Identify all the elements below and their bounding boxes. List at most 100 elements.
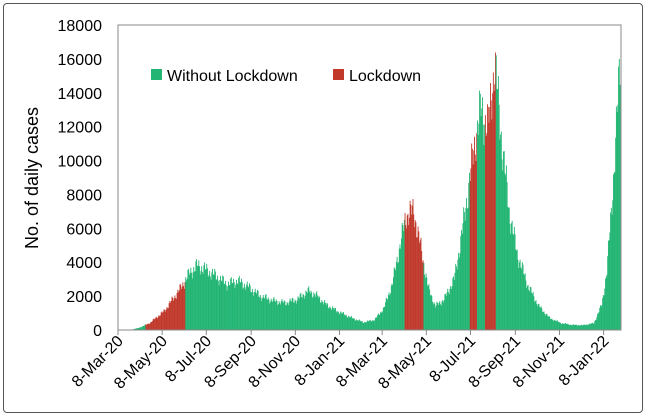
lockdown-bar: [414, 220, 416, 330]
without-lockdown-bar: [449, 288, 451, 330]
without-lockdown-bar: [395, 261, 397, 330]
lockdown-bar: [416, 237, 418, 330]
lockdown-bar: [409, 200, 411, 330]
lockdown-bar: [182, 282, 184, 330]
without-lockdown-bar: [340, 312, 342, 330]
without-lockdown-bar: [311, 297, 313, 330]
without-lockdown-bar: [529, 286, 531, 330]
without-lockdown-bar: [259, 297, 261, 330]
without-lockdown-bar: [453, 276, 454, 330]
lockdown-bar: [474, 154, 476, 330]
without-lockdown-bar: [518, 268, 520, 330]
without-lockdown-bar: [448, 294, 450, 330]
without-lockdown-bar: [320, 302, 322, 330]
without-lockdown-bar: [461, 233, 463, 330]
without-lockdown-bar: [191, 272, 192, 330]
without-lockdown-bar: [327, 307, 329, 330]
without-lockdown-bar: [428, 283, 430, 330]
without-lockdown-bar: [223, 283, 225, 330]
without-lockdown-bar: [605, 278, 606, 330]
without-lockdown-bar: [321, 300, 323, 330]
without-lockdown-bar: [366, 321, 368, 330]
lockdown-bar: [159, 315, 161, 330]
without-lockdown-bar: [281, 298, 283, 330]
without-lockdown-bar: [602, 297, 604, 330]
lockdown-bar: [494, 84, 496, 330]
without-lockdown-bar: [234, 288, 236, 330]
without-lockdown-bar: [335, 307, 337, 330]
without-lockdown-bar: [612, 200, 614, 330]
without-lockdown-bar: [480, 116, 482, 331]
without-lockdown-bar: [587, 325, 589, 330]
without-lockdown-bar: [294, 299, 296, 330]
without-lockdown-bar: [509, 223, 511, 330]
without-lockdown-bar: [476, 120, 478, 330]
without-lockdown-bar: [362, 322, 364, 330]
without-lockdown-bar: [431, 295, 433, 330]
without-lockdown-bar: [356, 319, 358, 330]
without-lockdown-bar: [425, 273, 427, 330]
without-lockdown-bar: [403, 231, 405, 330]
without-lockdown-bar: [334, 307, 336, 330]
without-lockdown-bar: [571, 325, 573, 330]
without-lockdown-bar: [313, 292, 315, 330]
without-lockdown-bar: [275, 301, 276, 330]
without-lockdown-bar: [370, 321, 372, 330]
without-lockdown-bar: [204, 262, 206, 330]
without-lockdown-bar: [290, 300, 292, 330]
without-lockdown-bar: [227, 286, 229, 330]
without-lockdown-bar: [371, 321, 373, 330]
without-lockdown-bar: [199, 266, 200, 330]
without-lockdown-bar: [324, 299, 326, 330]
without-lockdown-bar: [508, 207, 509, 330]
without-lockdown-bar: [327, 303, 329, 330]
without-lockdown-bar: [314, 294, 316, 330]
without-lockdown-bar: [618, 58, 620, 331]
without-lockdown-bar: [262, 298, 263, 330]
without-lockdown-bar: [562, 323, 564, 330]
without-lockdown-bar: [543, 311, 545, 330]
without-lockdown-bar: [354, 320, 356, 330]
without-lockdown-bar: [136, 328, 138, 330]
without-lockdown-bar: [186, 280, 187, 330]
without-lockdown-bar: [617, 104, 619, 330]
without-lockdown-bar: [369, 319, 371, 330]
without-lockdown-bar: [142, 325, 144, 330]
without-lockdown-bar: [432, 301, 434, 330]
without-lockdown-bar: [567, 323, 569, 330]
without-lockdown-bar: [356, 319, 358, 330]
without-lockdown-bar: [256, 289, 258, 330]
without-lockdown-bar: [224, 284, 226, 330]
without-lockdown-bar: [270, 298, 272, 330]
without-lockdown-bar: [426, 277, 428, 330]
without-lockdown-bar: [403, 220, 405, 330]
without-lockdown-bar: [565, 323, 567, 330]
without-lockdown-bar: [577, 325, 579, 330]
without-lockdown-bar: [230, 278, 232, 330]
without-lockdown-bar: [311, 292, 313, 330]
without-lockdown-bar: [286, 302, 288, 330]
without-lockdown-bar: [207, 268, 208, 330]
without-lockdown-bar: [462, 223, 464, 330]
lockdown-bar: [471, 148, 473, 330]
legend-swatch-lockdown: [333, 69, 344, 80]
without-lockdown-bar: [437, 302, 439, 330]
without-lockdown-bar: [239, 281, 241, 330]
without-lockdown-bar: [584, 324, 585, 330]
without-lockdown-bar: [263, 297, 265, 330]
lockdown-bar: [160, 312, 162, 330]
without-lockdown-bar: [432, 304, 434, 330]
without-lockdown-bar: [445, 293, 447, 330]
without-lockdown-bar: [293, 302, 295, 330]
without-lockdown-bar: [547, 315, 549, 330]
without-lockdown-bar: [565, 324, 567, 330]
without-lockdown-bar: [272, 302, 274, 330]
lockdown-bar: [416, 237, 418, 330]
without-lockdown-bar: [504, 173, 506, 330]
without-lockdown-bar: [269, 301, 271, 330]
without-lockdown-bar: [135, 328, 137, 330]
without-lockdown-bar: [296, 303, 297, 330]
lockdown-bar: [172, 297, 174, 330]
without-lockdown-bar: [595, 319, 597, 330]
without-lockdown-bar: [308, 286, 310, 330]
